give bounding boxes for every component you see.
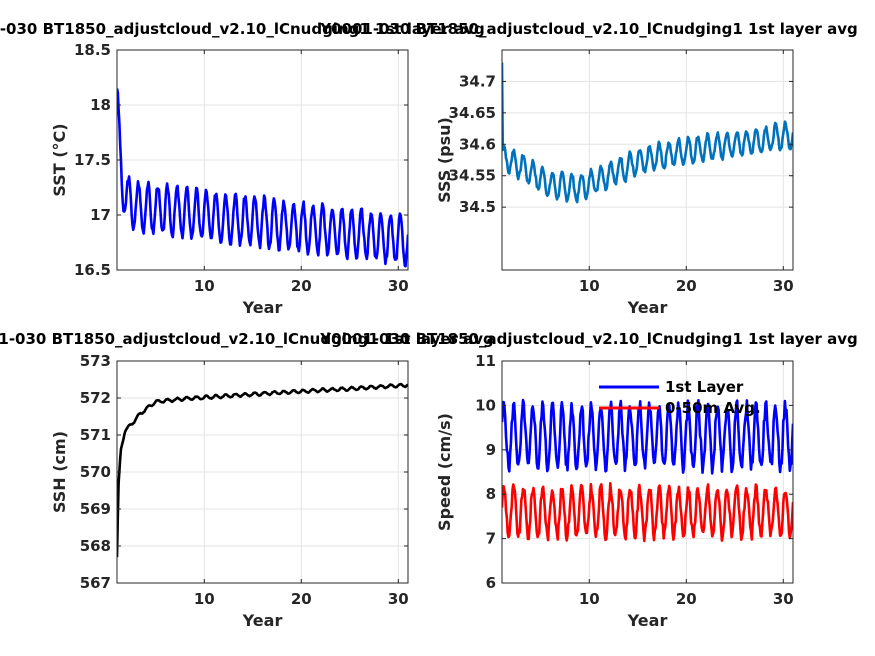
chart-title: Y0001-030 BT1850_adjustcloud_v2.10_lCnud… <box>319 330 858 348</box>
y-tick-label: 7 <box>486 530 496 548</box>
y-axis-label: SSS (psu) <box>435 117 454 203</box>
x-tick-label: 30 <box>388 277 409 295</box>
y-tick-label: 10 <box>475 396 496 414</box>
y-tick-label: 17.5 <box>74 151 111 169</box>
y-axis-label: SST (°C) <box>50 123 69 196</box>
y-tick-label: 11 <box>475 352 496 370</box>
chart-title: Y0001-030 BT1850_adjustcloud_v2.10_lCnud… <box>319 20 858 38</box>
series-line-0-50m-avg- <box>502 482 793 543</box>
y-tick-label: 34.5 <box>459 198 496 216</box>
x-tick-label: 10 <box>194 590 215 608</box>
y-tick-label: 18.5 <box>74 41 111 59</box>
x-tick-label: 20 <box>291 590 312 608</box>
x-tick-label: 10 <box>194 277 215 295</box>
legend-entry: 0-50m Avg. <box>665 399 761 417</box>
chart-sss: 10 20 30 34.5 34.55 34.6 34.65 34.7 Year SSS (psu… <box>319 20 858 317</box>
y-tick-label: 567 <box>80 574 111 592</box>
y-tick-label: 572 <box>80 389 111 407</box>
x-tick-label: 10 <box>579 277 600 295</box>
x-tick-label: 20 <box>291 277 312 295</box>
y-tick-label: 17 <box>90 206 111 224</box>
x-axis-label: Year <box>242 611 283 630</box>
chart-title: Y0001-030 BT1850_adjustcloud_v2.10_lCnud… <box>0 330 494 348</box>
y-tick-label: 6 <box>486 574 496 592</box>
x-axis-label: Year <box>627 611 668 630</box>
y-tick-label: 18 <box>90 96 111 114</box>
axes-frame <box>501 360 794 584</box>
x-axis-label: Year <box>242 298 283 317</box>
y-tick-label: 8 <box>486 485 496 503</box>
legend-entry: 1st Layer <box>665 378 744 396</box>
chart-ssh: 10 20 30 567 568 569 570 571 572 573 Year SSH (cm) Y… <box>0 330 494 630</box>
chart-speed: 10 20 30 6 7 8 9 10 11 Year Speed (cm/s) Y0001-030 … <box>319 330 858 630</box>
series-line-sss <box>502 62 793 204</box>
y-tick-label: 570 <box>80 463 111 481</box>
y-tick-label: 34.55 <box>449 167 496 185</box>
chart-sst: 10 20 30 16.5 17 17.5 18 18.5 Year SST (°C) Y0001-… <box>0 20 485 317</box>
plot-area <box>502 361 793 583</box>
x-tick-label: 20 <box>676 590 697 608</box>
x-tick-label: 30 <box>773 590 794 608</box>
y-tick-label: 16.5 <box>74 261 111 279</box>
y-tick-label: 573 <box>80 352 111 370</box>
x-tick-label: 30 <box>388 590 409 608</box>
x-axis-label: Year <box>627 298 668 317</box>
series-line-1st-layer <box>502 398 793 475</box>
x-tick-label: 30 <box>773 277 794 295</box>
y-tick-label: 34.6 <box>459 135 496 153</box>
x-tick-label: 10 <box>579 590 600 608</box>
series-line-sst <box>117 88 408 268</box>
chart-title: Y0001-030 BT1850_adjustcloud_v2.10_lCnud… <box>0 20 485 38</box>
y-tick-label: 569 <box>80 500 111 518</box>
y-tick-label: 34.7 <box>459 72 496 90</box>
y-axis-label: SSH (cm) <box>50 431 69 513</box>
axes-frame <box>501 49 794 271</box>
series-line-ssh <box>117 382 408 558</box>
legend: 1st Layer 0-50m Avg. <box>599 378 761 417</box>
x-tick-label: 20 <box>676 277 697 295</box>
y-tick-label: 9 <box>486 441 496 459</box>
y-axis-label: Speed (cm/s) <box>435 413 454 531</box>
y-tick-label: 571 <box>80 426 111 444</box>
y-tick-label: 568 <box>80 537 111 555</box>
y-tick-label: 34.65 <box>449 104 496 122</box>
